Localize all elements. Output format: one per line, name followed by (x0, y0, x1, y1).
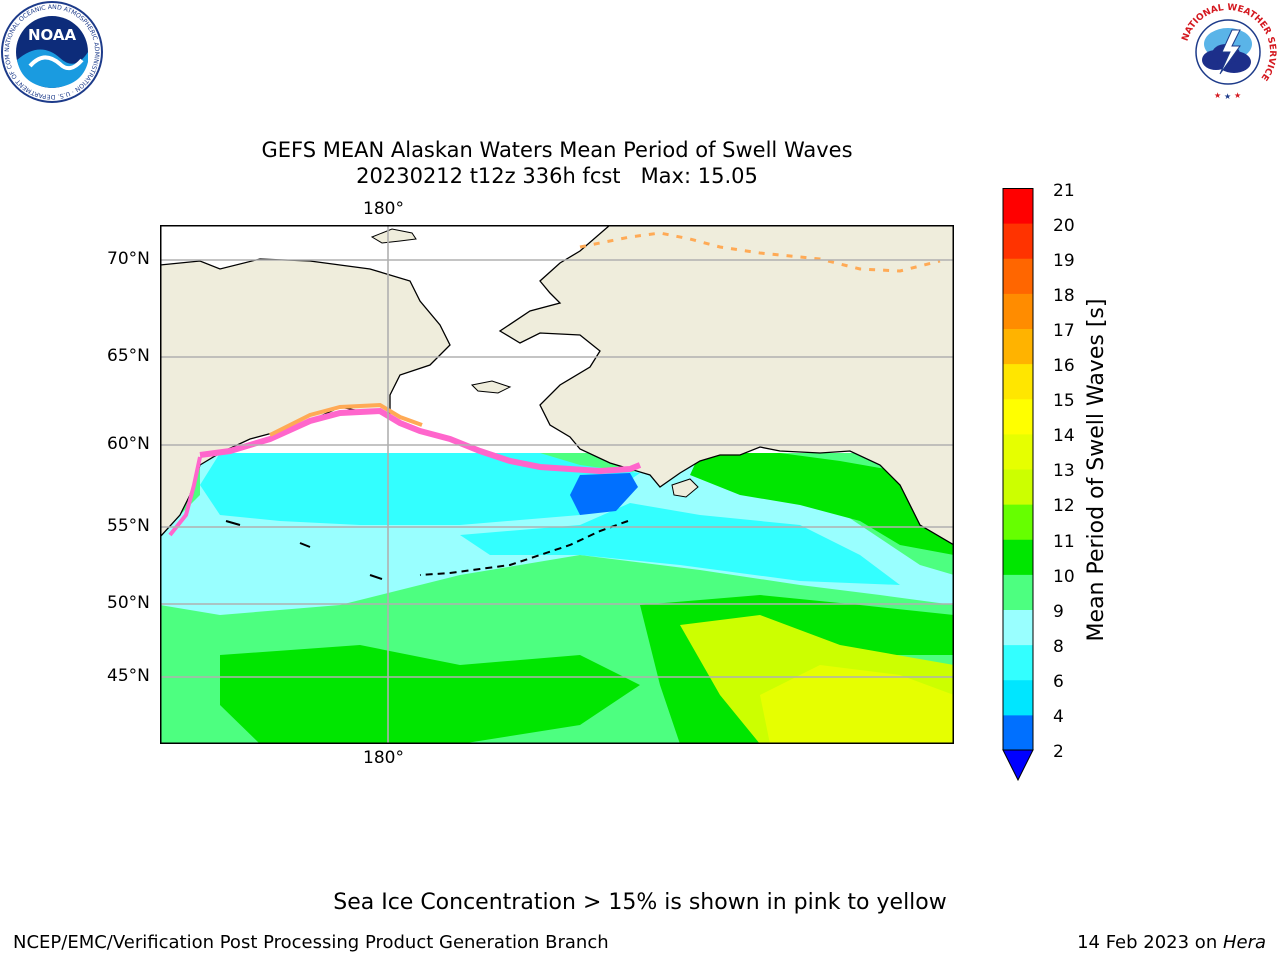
wave-field-bristol-bay (570, 473, 638, 515)
colorbar-label: Mean Period of Swell Waves [s] (1084, 298, 1109, 642)
noaa-logo: NATIONAL OCEANIC AND ATMOSPHERIC ADMINIS… (0, 0, 104, 104)
land-wrangel-island (370, 228, 417, 244)
noaa-logo-text: NOAA (28, 26, 77, 44)
colorbar-tick-15: 15 (1053, 391, 1075, 411)
colorbar-tick-10: 10 (1053, 567, 1075, 587)
sea-ice-note: Sea Ice Concentration > 15% is shown in … (333, 890, 947, 915)
land-alaska (498, 225, 954, 546)
colorbar-segment (1003, 539, 1033, 575)
star-icon: ★ (1224, 92, 1231, 101)
colorbar-segment (1003, 469, 1033, 505)
sea-ice-edge (199, 407, 642, 475)
sea-ice-edge-outer (269, 402, 423, 437)
colorbar-tick-18: 18 (1053, 286, 1075, 306)
commander-islands (225, 520, 383, 580)
colorbar-segment (1003, 258, 1033, 294)
colorbar-segment (1003, 679, 1033, 716)
wave-field-central-cyan (200, 453, 640, 525)
colorbar-tick-14: 14 (1053, 426, 1075, 446)
colorbar-segment (1003, 398, 1033, 435)
wave-field-south-green (220, 645, 640, 744)
aleutian-islands (419, 520, 629, 576)
lat-label-55n: 55°N (107, 516, 150, 536)
lat-label-60n: 60°N (107, 434, 150, 454)
sea-ice-west-coast (168, 456, 202, 537)
colorbar-segment (1003, 293, 1033, 329)
footer-credit: NCEP/EMC/Verification Post Processing Pr… (13, 932, 609, 953)
colorbar-tick-16: 16 (1053, 356, 1075, 376)
colorbar-segment (1003, 574, 1033, 610)
wave-field-southeast-core (760, 665, 954, 744)
colorbar-frame (1002, 188, 1034, 751)
colorbar-tick-6: 6 (1053, 672, 1064, 692)
star-icon: ★ (1214, 91, 1221, 100)
wave-field-aleutian-band (460, 503, 900, 585)
land-kodiak-island (671, 478, 699, 498)
land-chukotka (160, 258, 451, 538)
map-panel (160, 225, 954, 744)
colorbar-tick-2: 2 (1053, 742, 1064, 762)
colorbar-segment (1003, 188, 1033, 224)
colorbar-segment (1003, 609, 1033, 646)
colorbar-under-triangle (1002, 749, 1034, 782)
colorbar-tick-17: 17 (1053, 321, 1075, 341)
colorbar-tick-20: 20 (1053, 216, 1075, 236)
colorbar-segment (1003, 223, 1033, 259)
colorbar-segment (1003, 644, 1033, 681)
colorbar-tick-19: 19 (1053, 251, 1075, 271)
colorbar-tick-11: 11 (1053, 532, 1075, 552)
colorbar-tick-9: 9 (1053, 602, 1064, 622)
colorbar (1002, 188, 1034, 782)
lat-label-50n: 50°N (107, 593, 150, 613)
footer-date-text: 14 Feb 2023 on (1077, 932, 1223, 953)
colorbar-tick-12: 12 (1053, 496, 1075, 516)
footer-machine: Hera (1222, 932, 1266, 953)
colorbar-segment (1003, 363, 1033, 400)
colorbar-tick-13: 13 (1053, 461, 1075, 481)
lat-label-70n: 70°N (107, 249, 150, 269)
colorbar-svg (1002, 188, 1034, 782)
chart-subtitle: 20230212 t12z 336h fcst Max: 15.05 (356, 164, 758, 188)
chart-title: GEFS MEAN Alaskan Waters Mean Period of … (261, 138, 853, 162)
colorbar-tick-8: 8 (1053, 637, 1064, 657)
colorbar-segment (1003, 504, 1033, 540)
lat-label-45n: 45°N (107, 666, 150, 686)
colorbar-segment (1003, 714, 1033, 751)
land-st-lawrence-island (470, 380, 512, 394)
lon-label-top: 180° (363, 199, 404, 219)
lon-label-bottom: 180° (363, 748, 404, 768)
colorbar-tick-4: 4 (1053, 707, 1064, 727)
footer-date: 14 Feb 2023 on Hera (1077, 932, 1266, 954)
map-svg (160, 225, 954, 744)
wave-field-gulf-of-alaska (690, 453, 954, 555)
graticule (160, 225, 954, 744)
nws-logo: NATIONAL WEATHER SERVICE ★ ★ ★ (1176, 0, 1280, 104)
colorbar-segment (1003, 433, 1033, 470)
star-icon: ★ (1234, 91, 1241, 100)
colorbar-segment (1003, 328, 1033, 365)
colorbar-tick-21: 21 (1053, 181, 1075, 201)
map-frame (160, 225, 954, 744)
lat-label-65n: 65°N (107, 346, 150, 366)
sea-ice-coast-arctic (579, 231, 941, 273)
